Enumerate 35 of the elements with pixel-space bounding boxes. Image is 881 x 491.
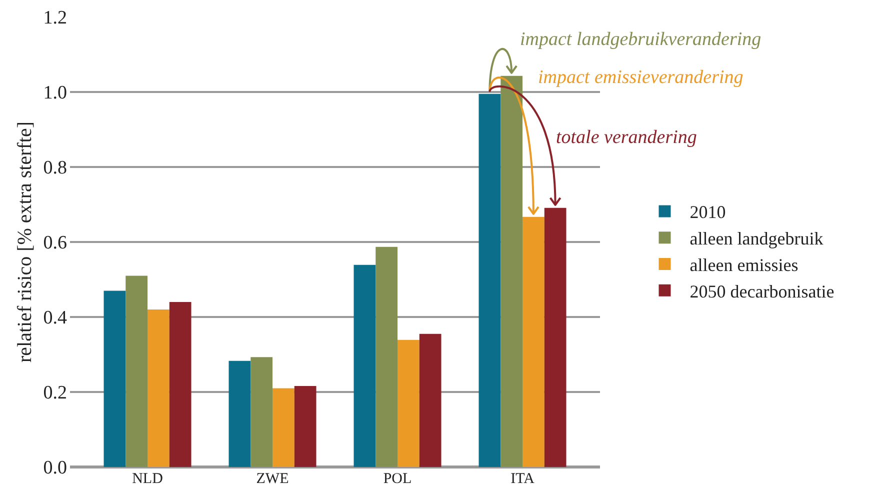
y-tick-label: 0.6 (43, 232, 67, 254)
x-tick-label: NLD (132, 471, 164, 487)
y-tick-label: 0.8 (43, 158, 67, 179)
bar (250, 357, 272, 467)
annotation: impact emissieverandering (538, 67, 744, 88)
legend-label: alleen landgebruik (690, 228, 824, 249)
bar (169, 302, 192, 467)
x-tick-label: ZWE (256, 471, 289, 487)
annotation: impact landgebruikverandering (520, 29, 762, 50)
bar (272, 388, 294, 467)
bar (354, 264, 376, 467)
y-tick-label: 1.2 (43, 8, 67, 29)
y-axis-title: relatief risico [% extra sterfte] (14, 122, 36, 362)
bar (148, 310, 170, 467)
bar (376, 246, 398, 467)
bar (126, 276, 148, 467)
x-tick-label: POL (383, 471, 412, 487)
y-tick-label: 1.0 (43, 82, 67, 104)
annotation: totale verandering (556, 127, 697, 148)
y-tick-label: 0.0 (43, 458, 67, 479)
legend-label: 2050 decarbonisatie (690, 281, 834, 302)
legend-label: 2010 (690, 202, 726, 222)
bar (500, 76, 522, 467)
bar (104, 290, 126, 467)
bar (398, 340, 420, 467)
bar (228, 360, 251, 467)
bar (544, 208, 566, 467)
y-tick-label: 0.4 (43, 308, 68, 329)
y-tick-label: 0.2 (43, 382, 67, 404)
bar (294, 386, 316, 467)
bar (419, 334, 442, 467)
legend-label: alleen emissies (690, 255, 798, 276)
bar (522, 216, 544, 467)
x-tick-label: ITA (510, 471, 535, 487)
bar (478, 94, 501, 467)
